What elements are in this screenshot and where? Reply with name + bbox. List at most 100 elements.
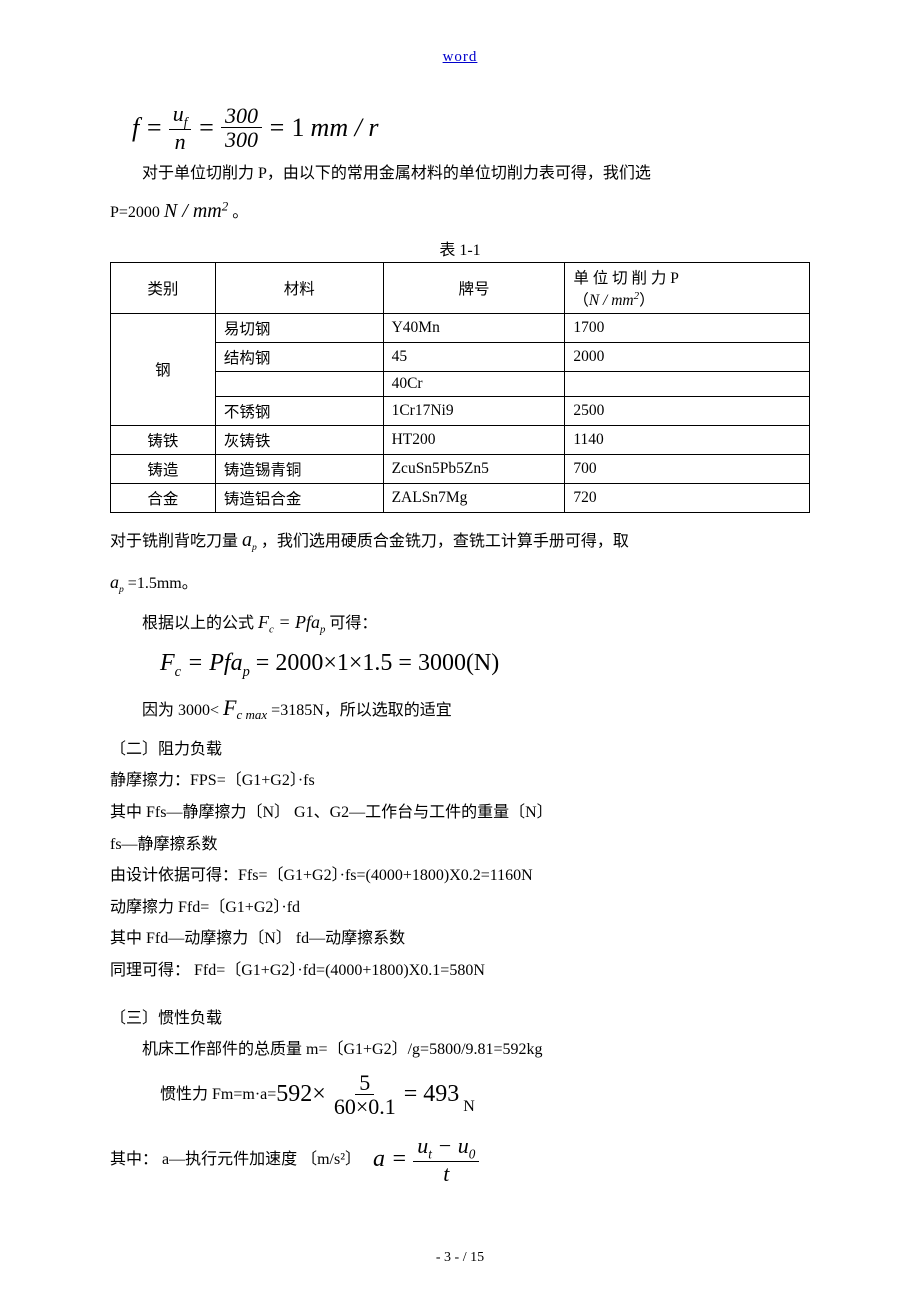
sub-f: f [184,114,188,129]
sec2-l1: 静摩擦力：FPS=〔G1+G2〕·fs [110,766,810,796]
sec2-l7: 同理可得： Ffd=〔G1+G2〕·fd=(4000+1800)X0.1=580… [110,956,810,986]
cell: ZcuSn5Pb5Zn5 [383,454,565,483]
p5-eqsub: p [320,624,325,636]
cell: 1Cr17Ni9 [383,396,565,425]
th-force-main: 单 位 切 削 力 P [573,270,679,287]
cell: 1700 [565,313,810,342]
th-grade: 牌号 [383,262,565,313]
table-caption: 表 1-1 [110,236,810,260]
f4-ubsub: 0 [469,1146,476,1161]
frac-300-300: 300 300 [221,104,262,151]
f4-frac: ut − u0 t [413,1134,479,1185]
para-fc-check: 因为 3000< Fc max =3185N，所以选取的适宜 [110,687,810,729]
f3-num: 5 [355,1071,374,1095]
num-300: 300 [221,104,262,128]
den-n: n [171,130,190,153]
p6-f: F [223,695,236,720]
table-row: 不锈钢 1Cr17Ni9 2500 [111,396,810,425]
f2-eq1: = Pfa [181,650,243,676]
para2-unit: N / mm [164,200,222,222]
sec3-l1: 机床工作部件的总质量 m=〔G1+G2〕/g=5800/9.81=592kg [110,1035,810,1065]
para-ap-choice: 对于铣削背吃刀量 ap ，我们选用硬质合金铣刀，查铣工计算手册可得，取 [110,521,810,559]
para1-text: 对于单位切削力 P，由以下的常用金属材料的单位切削力表可得，我们选 [142,165,651,182]
f2-eq2: = 2000×1×1.5 = 3000(N) [250,650,499,676]
inertia-formula-row: 惯性力 Fm=m·a= 592× 5 60×0.1 = 493 N [110,1071,810,1118]
th-unit: N / mm [589,292,634,309]
f4-ub: u [458,1133,469,1158]
cell-cat-cast: 铸造 [111,454,216,483]
sec2-l3: fs—静摩擦系数 [110,830,810,860]
f4-ua: u [417,1133,428,1158]
th-material: 材料 [215,262,383,313]
cell: 铸造锡青铜 [215,454,383,483]
para2-prefix: P=2000 [110,204,160,221]
p5a: 根据以上的公式 [142,615,258,632]
sec3-title: 〔三〕惯性负载 [110,1004,810,1034]
th-open: （ [573,292,589,309]
equals-1: = [145,113,163,143]
cell: 不锈钢 [215,396,383,425]
page-footer: - 3 - / 15 [0,1250,920,1266]
p3-ap-sub: p [252,542,257,553]
table-row: 铸铁 灰铸铁 HT200 1140 [111,425,810,454]
frac-uf-n: uf n [169,102,192,153]
cell: 灰铸铁 [215,425,383,454]
equals-3: = [268,113,286,143]
formula-fc: Fc = Pfap = 2000×1×1.5 = 3000(N) [160,650,810,681]
f2-eq1sub: p [243,664,250,680]
cell [215,371,383,396]
cell: 2500 [565,396,810,425]
table-row: 40Cr [111,371,810,396]
th-close: ） [639,292,655,309]
den-300: 300 [221,128,262,151]
cell: 铸造铝合金 [215,483,383,512]
cell [565,371,810,396]
sec2-l5: 动摩擦力 Ffd=〔G1+G2〕·fd [110,893,810,923]
table-row: 合金 铸造铝合金 ZALSn7Mg 720 [111,483,810,512]
sec2-l2: 其中 Ffs—静摩擦力〔N〕 G1、G2—工作台与工件的重量〔N〕 [110,798,810,828]
p5-fc: F [258,612,269,632]
cell: 2000 [565,342,810,371]
formula-feed-rate: f = uf n = 300 300 = 1 mm / r [132,102,810,153]
f2-fc: F [160,650,175,676]
var-f: f [132,113,139,143]
header-link[interactable]: word [110,48,810,66]
p5b: 可得： [329,615,377,632]
f3-unit: N [463,1098,475,1118]
p3-ap: a [242,529,252,551]
cell: 40Cr [383,371,565,396]
p3b: ，我们选用硬质合金铣刀，查铣工计算手册可得，取 [261,533,629,550]
cutting-force-table: 类别 材料 牌号 单 位 切 削 力 P （N / mm2） 钢 易切钢 Y40… [110,262,810,513]
p4asub: p [119,584,124,595]
para-ap-value: ap =1.5mm。 [110,565,810,599]
num-u: u [173,101,184,126]
p4a: a [110,572,119,592]
cell-cat-alloy: 合金 [111,483,216,512]
cell: 720 [565,483,810,512]
th-category: 类别 [111,262,216,313]
f3-a: 592× [276,1081,326,1108]
f4-left: a = [373,1146,407,1173]
table-row: 铸造 铸造锡青铜 ZcuSn5Pb5Zn5 700 [111,454,810,483]
para-formula-intro: 根据以上的公式 Fc = Pfap 可得： [110,605,810,640]
cell: HT200 [383,425,565,454]
p5-eq: = Pfa [274,612,320,632]
p4b: =1.5mm。 [128,575,198,592]
cell: 结构钢 [215,342,383,371]
f3-den: 60×0.1 [330,1095,400,1118]
cell: ZALSn7Mg [383,483,565,512]
cell: 1140 [565,425,810,454]
sec2-title: 〔二〕阻力负载 [110,735,810,765]
cell: Y40Mn [383,313,565,342]
table-row: 结构钢 45 2000 [111,342,810,371]
sec2-l4: 由设计依据可得：Ffs=〔G1+G2〕·fs=(4000+1800)X0.2=1… [110,861,810,891]
result-1: 1 [292,113,305,143]
accel-formula-row: 其中： a—执行元件加速度 〔m/s²〕 a = ut − u0 t [110,1134,810,1185]
table-header-row: 类别 材料 牌号 单 位 切 削 力 P （N / mm2） [111,262,810,313]
para2-exp: 2 [222,198,229,213]
f3-frac: 5 60×0.1 [330,1071,400,1118]
p6a: 因为 3000< [142,702,219,719]
sec3-prefix: 惯性力 Fm=m·a= [160,1080,276,1110]
p3a: 对于铣削背吃刀量 [110,533,238,550]
cell: 700 [565,454,810,483]
